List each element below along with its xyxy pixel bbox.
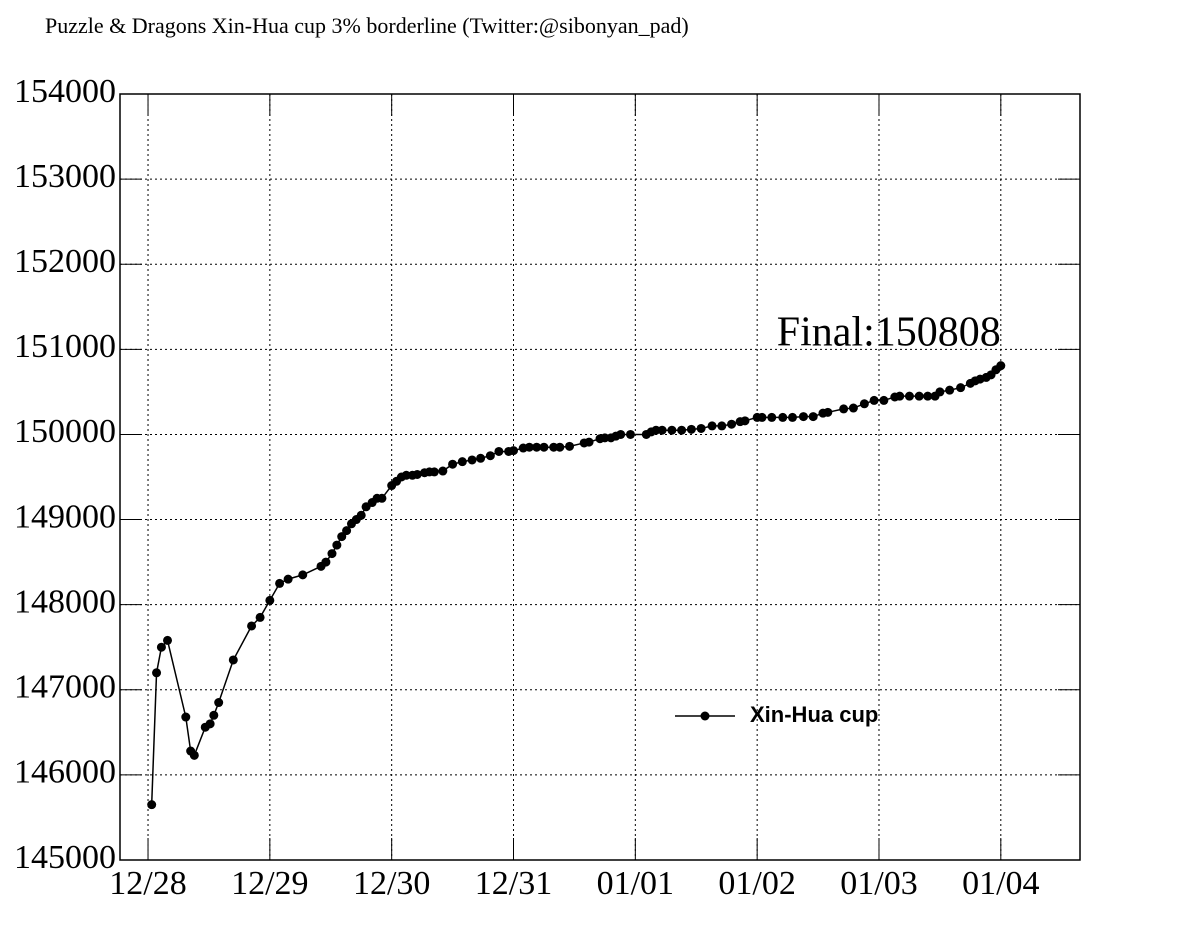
data-point (895, 391, 905, 401)
data-point (904, 391, 914, 401)
data-point (448, 459, 458, 469)
data-point (181, 712, 191, 722)
data-point (332, 540, 342, 550)
x-tick-label: 12/30 (353, 865, 430, 902)
data-point (412, 469, 422, 479)
x-tick-label: 12/31 (475, 865, 552, 902)
data-point (859, 399, 869, 409)
x-tick-label: 01/02 (718, 865, 795, 902)
data-point (247, 621, 257, 631)
data-point (778, 412, 788, 422)
data-point (255, 612, 265, 622)
data-point (275, 578, 285, 588)
data-point (485, 451, 495, 461)
data-point (327, 549, 337, 559)
data-point (839, 404, 849, 414)
data-point (163, 635, 173, 645)
x-tick-label: 01/01 (597, 865, 674, 902)
data-point (848, 403, 858, 413)
data-point (798, 412, 808, 422)
chart-title: Puzzle & Dragons Xin-Hua cup 3% borderli… (45, 13, 689, 38)
y-tick-label: 146000 (14, 754, 116, 791)
data-point (667, 425, 677, 435)
data-point (707, 421, 717, 431)
y-tick-label: 145000 (14, 839, 116, 876)
y-tick-label: 147000 (14, 669, 116, 706)
data-point (429, 467, 439, 477)
data-point (879, 395, 889, 405)
data-point (321, 557, 331, 567)
data-point (616, 429, 626, 439)
y-tick-label: 148000 (14, 583, 116, 620)
plot-frame (119, 93, 1081, 861)
data-point (869, 395, 879, 405)
data-point (696, 423, 706, 433)
data-point (565, 441, 575, 451)
data-point (923, 391, 933, 401)
legend-marker (700, 711, 710, 721)
data-point (438, 466, 448, 476)
y-tick-label: 149000 (14, 498, 116, 535)
data-point (189, 750, 199, 760)
data-point (457, 457, 467, 467)
data-point (377, 493, 387, 503)
x-tick-label: 12/28 (109, 865, 186, 902)
data-point (767, 412, 777, 422)
data-point (342, 526, 352, 536)
data-point (532, 442, 542, 452)
data-point (152, 668, 162, 678)
legend-label: Xin-Hua cup (750, 702, 878, 727)
y-tick-label: 150000 (14, 413, 116, 450)
data-point (584, 437, 594, 447)
data-point (757, 412, 767, 422)
data-point (727, 419, 737, 429)
data-point (740, 416, 750, 426)
annotation: Final:150808 (777, 309, 1001, 355)
y-tick-label: 154000 (14, 73, 116, 110)
data-point (494, 446, 504, 456)
data-point (787, 412, 797, 422)
data-point (657, 425, 667, 435)
data-point (298, 570, 308, 580)
data-point (476, 453, 486, 463)
data-point (555, 442, 565, 452)
x-tick-label: 01/04 (962, 865, 1039, 902)
data-point (945, 385, 955, 395)
data-point (337, 532, 347, 542)
data-point (914, 391, 924, 401)
data-point (205, 719, 215, 729)
x-tick-label: 12/29 (231, 865, 308, 902)
data-point (625, 429, 635, 439)
y-tick-label: 152000 (14, 243, 116, 280)
data-point (283, 574, 293, 584)
data-point (539, 442, 549, 452)
data-point (524, 442, 534, 452)
data-point (265, 595, 275, 605)
data-point (935, 387, 945, 397)
data-point (823, 407, 833, 417)
data-point (156, 642, 166, 652)
data-point (228, 655, 238, 665)
y-tick-label: 153000 (14, 158, 116, 195)
data-point (509, 446, 519, 456)
data-point (996, 361, 1006, 371)
data-point (717, 421, 727, 431)
data-point (686, 424, 696, 434)
data-point (214, 698, 224, 708)
data-point (467, 455, 477, 465)
data-point (209, 710, 219, 720)
data-point (147, 800, 157, 810)
data-point (356, 510, 366, 520)
data-point (677, 425, 687, 435)
data-point (808, 412, 818, 422)
y-tick-label: 151000 (14, 328, 116, 365)
x-tick-label: 01/03 (840, 865, 917, 902)
data-point (956, 383, 966, 393)
